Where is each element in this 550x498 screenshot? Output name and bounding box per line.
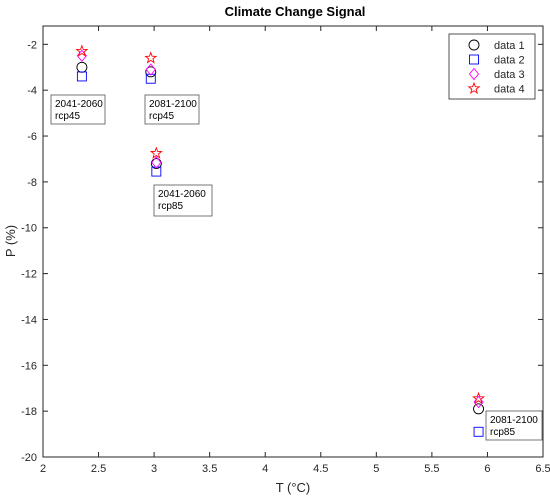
y-tick-label: -2 [27, 39, 37, 51]
legend-box [448, 33, 536, 100]
x-tick-label: 3 [151, 463, 157, 475]
data-point-data-2-3 [151, 166, 162, 177]
x-tick-label: 6 [484, 463, 490, 475]
data-point-data-2-1 [76, 71, 87, 82]
legend-marker-2 [469, 54, 479, 65]
chart-title: Climate Change Signal [225, 4, 366, 19]
y-tick-label: -20 [21, 452, 37, 464]
y-tick-label: -4 [27, 85, 37, 97]
x-tick-label: 6.5 [535, 463, 550, 475]
annotation-box [50, 94, 106, 125]
data-point-data-3-3 [151, 156, 162, 169]
data-point-data-1-4 [473, 403, 485, 415]
annotation-period: 2081-2100 [149, 99, 197, 110]
data-point-data-3-2 [145, 63, 156, 76]
data-points [75, 44, 486, 437]
annotation-period: 2041-2060 [55, 99, 103, 110]
y-tick-label: -10 [21, 223, 37, 235]
x-tick-label: 2 [40, 463, 46, 475]
annotation-period: 2041-2060 [158, 189, 206, 200]
x-axis-label: T (°C) [276, 480, 311, 495]
data-point-data-2-4 [473, 426, 484, 437]
annotation-box [485, 410, 543, 441]
data-point-data-1-2 [145, 66, 157, 78]
legend-marker-1 [468, 39, 480, 51]
annotation-period: 2081-2100 [490, 415, 538, 426]
annotation-scenario: rcp45 [55, 111, 80, 122]
y-tick-label: -16 [21, 360, 37, 372]
data-point-data-4-1 [75, 44, 89, 57]
data-point-data-4-4 [472, 391, 486, 405]
data-point-data-4-3 [149, 146, 163, 159]
legend-label: data 4 [494, 84, 525, 96]
x-tick-label: 4 [262, 463, 268, 475]
y-tick-label: -18 [21, 406, 37, 418]
legend-label: data 1 [494, 40, 525, 52]
y-tick-label: -14 [21, 314, 37, 326]
data-point-data-4-2 [144, 51, 158, 64]
legend: data 1 data 2 data 3 data 4 [448, 33, 536, 100]
legend-marker-3 [468, 67, 480, 81]
x-tick-label: 5.5 [424, 463, 439, 475]
legend-label: data 3 [494, 69, 525, 81]
annotation-box [153, 184, 213, 217]
legend-marker-4 [467, 81, 481, 94]
annotations: 2041-2060rcp452081-2100rcp452041-2060rcp… [50, 94, 543, 441]
y-tick-label: -8 [27, 177, 37, 189]
y-tick-label: -12 [21, 269, 37, 281]
y-axis-label: P (%) [3, 225, 18, 257]
x-tick-label: 5 [373, 463, 379, 475]
annotation-box [144, 94, 200, 125]
x-tick-label: 4.5 [313, 463, 328, 475]
annotation-scenario: rcp45 [149, 111, 174, 122]
annotation-scenario: rcp85 [158, 201, 183, 212]
axis-ticks: 2 2.5 3 3.5 4 4.5 5 5.5 6 6.5 -20 -18 -16 -14 -12 -10 -8… [21, 26, 550, 475]
y-tick-label: -6 [27, 131, 37, 143]
annotation-scenario: rcp85 [490, 427, 515, 438]
x-tick-label: 2.5 [91, 463, 106, 475]
legend-label: data 2 [494, 55, 525, 67]
data-point-data-2-2 [145, 73, 156, 84]
data-point-data-3-4 [473, 395, 484, 409]
x-tick-label: 3.5 [202, 463, 217, 475]
